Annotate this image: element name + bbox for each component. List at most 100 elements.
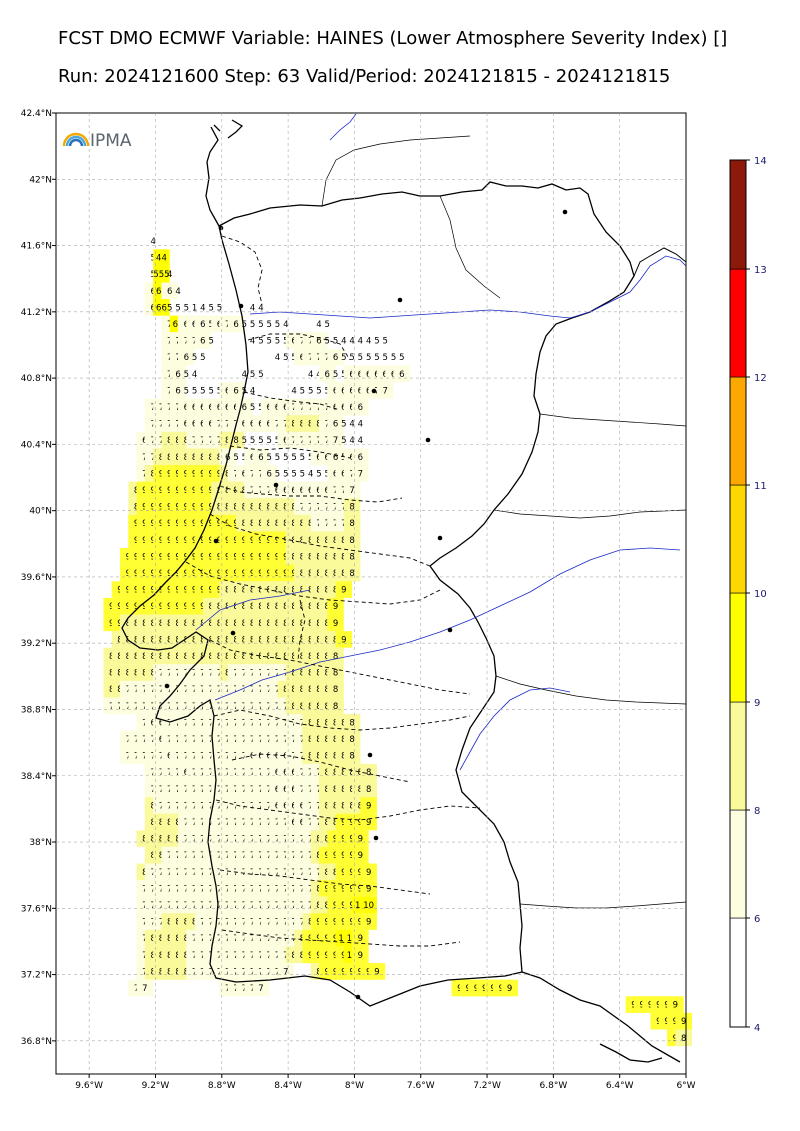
grid-cell: [352, 929, 369, 947]
title-line-1: FCST DMO ECMWF Variable: HAINES (Lower A…: [58, 28, 728, 49]
grid-cell: [368, 963, 386, 980]
grid-value: 9: [333, 602, 338, 612]
grid-value: 9: [681, 1017, 686, 1027]
grid-value: 44: [156, 254, 167, 264]
grid-value: 4: [349, 337, 354, 347]
grid-value: 5: [250, 370, 255, 380]
national-border: [218, 181, 635, 973]
grid-cell: [153, 249, 170, 266]
grid-value: 5: [275, 320, 280, 330]
grid-value: 8: [681, 1034, 686, 1044]
grid-value: 6: [266, 469, 271, 479]
grid-value: 5: [341, 353, 346, 363]
grid-value: 8: [366, 785, 371, 795]
colorbar: 14 13 12 11 10 9 8 6 4: [729, 156, 767, 1034]
grid-cell: [675, 1012, 692, 1030]
colorbar-band: [729, 376, 747, 486]
lat-label: 36.8°N: [21, 1037, 52, 1047]
grid-cell: [376, 382, 394, 399]
grid-value: 4: [308, 469, 313, 479]
grid-value: 6: [333, 453, 338, 463]
grid-cell: [360, 797, 377, 814]
spain-border: [633, 247, 687, 277]
grid-value: 7: [349, 486, 354, 496]
grid-cell: [252, 979, 270, 997]
grid-value: 8: [333, 702, 338, 712]
grid-cell: [343, 714, 361, 731]
grid-value: 7: [333, 436, 338, 446]
grid-value: 4: [250, 337, 255, 347]
grid-value: 5: [374, 337, 379, 347]
grid-value: 5: [374, 353, 379, 363]
grid-cell: [327, 647, 344, 665]
grid-value: 1: [192, 303, 197, 313]
grid-value: 5: [258, 337, 263, 347]
grid-value: 6: [200, 320, 205, 330]
lon-label: 8.8°W: [208, 1081, 236, 1091]
lon-label: 8°W: [345, 1081, 364, 1091]
grid-cell: [327, 614, 344, 632]
grid-value: 4: [366, 337, 371, 347]
grid-value: 5: [192, 353, 197, 363]
grid-value: 5: [208, 303, 213, 313]
grid-value: 4: [167, 270, 172, 280]
grid-value: 8: [333, 652, 338, 662]
grid-value: 8: [349, 569, 354, 579]
grid-value: 9: [366, 868, 371, 878]
grid-cell: [343, 548, 361, 565]
colorbar-band: [729, 701, 747, 811]
grid-value: 6: [233, 386, 238, 396]
grid-cell: [352, 448, 369, 466]
grid-value: 5: [291, 453, 296, 463]
grid-value: 4: [175, 287, 180, 297]
lon-label: 9.6°W: [75, 1081, 103, 1091]
grid-value: 5: [242, 436, 247, 446]
grid-value: 5: [200, 386, 205, 396]
colorbar-band: [729, 268, 747, 378]
grid-value: 6: [200, 337, 205, 347]
grid-value: 6: [233, 320, 238, 330]
rivers: [195, 113, 687, 771]
grid-value: 9: [358, 934, 363, 944]
grid-value: 4: [242, 370, 247, 380]
grid-value: 5: [192, 386, 197, 396]
grid-value: 6: [333, 353, 338, 363]
grid-cell: [501, 979, 518, 997]
colorbar-label: 9: [754, 698, 760, 709]
grid-value: 5: [217, 303, 222, 313]
lon-label: 6.8°W: [540, 1081, 568, 1091]
lat-label: 40°N: [29, 507, 52, 517]
grid-value: 5: [258, 436, 263, 446]
grid-value: 5: [383, 337, 388, 347]
grid-value: 9: [341, 586, 346, 596]
grid-value: 5: [341, 436, 346, 446]
colorbar-label: 10: [754, 589, 767, 600]
grid-cell: [360, 863, 377, 881]
grid-value: 5: [349, 353, 354, 363]
grid-value: 5: [383, 353, 388, 363]
grid-cell: [343, 481, 361, 499]
grid-value: 4: [341, 337, 346, 347]
colorbar-label: 4: [754, 1023, 760, 1034]
grid-value: 5: [175, 303, 180, 313]
grid-cell: [318, 365, 336, 383]
grid-cell: [667, 996, 684, 1013]
grid-cell: [343, 747, 361, 764]
grid-value: 5: [200, 353, 205, 363]
grid-value: 5: [341, 420, 346, 430]
grid-value: 8: [349, 536, 354, 546]
lat-label: 37.2°N: [21, 971, 52, 981]
grid-value: 7: [358, 469, 363, 479]
colorbar-label: 6: [754, 914, 760, 925]
grid-value: 9: [358, 851, 363, 861]
grid-value: 5: [283, 353, 288, 363]
lat-label: 37.6°N: [21, 904, 52, 914]
grid-cell: [327, 664, 344, 681]
grid-cell: [360, 880, 377, 897]
grid-cell: [327, 680, 344, 698]
grid-value: 66: [156, 303, 167, 313]
grid-value: 5: [333, 337, 338, 347]
grid-value: 5: [233, 453, 238, 463]
lat-label: 38°N: [29, 838, 52, 848]
grid-value: 7: [258, 984, 263, 994]
